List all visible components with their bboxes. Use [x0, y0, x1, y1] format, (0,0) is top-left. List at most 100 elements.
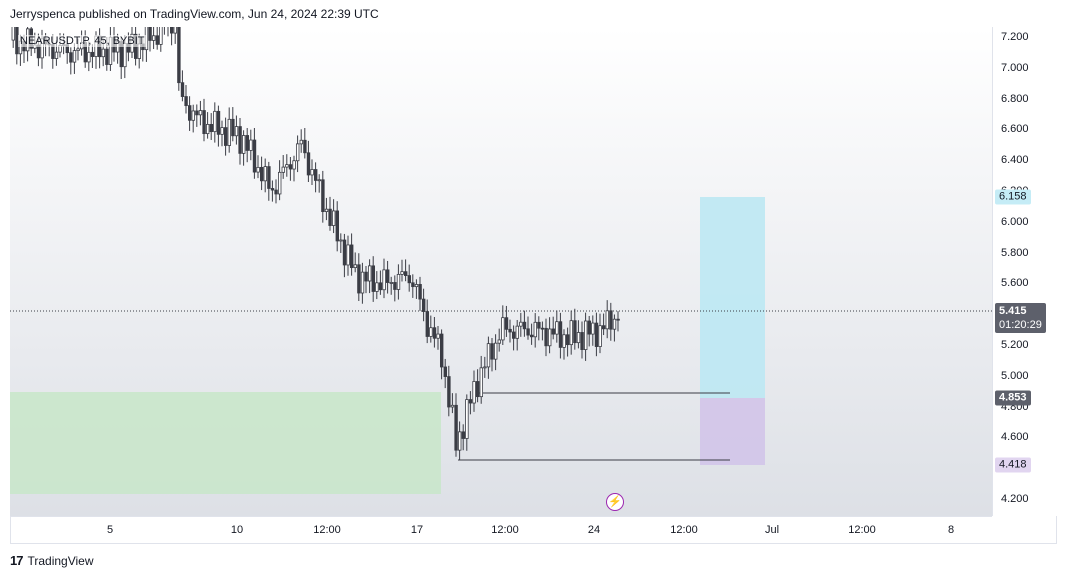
candle-body: [443, 366, 447, 377]
candle-body: [231, 118, 235, 137]
candle-body: [486, 343, 491, 368]
candle-body: [573, 320, 577, 344]
tradingview-logo-icon: 17: [10, 553, 24, 568]
candle-body: [331, 210, 336, 226]
candle-body: [569, 320, 573, 346]
price-tick: 5.800: [1001, 246, 1029, 259]
stop-zone[interactable]: [700, 398, 765, 465]
candle-body: [191, 110, 195, 121]
candle-body: [245, 135, 249, 151]
candle-body: [339, 239, 343, 242]
candle-body: [544, 327, 548, 347]
candle-body: [475, 381, 480, 398]
badge-stop: 4.418: [995, 457, 1031, 473]
candle-body: [501, 317, 505, 341]
time-tick: 12:00: [313, 524, 341, 536]
time-tick: 17: [410, 524, 424, 536]
candle-body: [548, 328, 552, 347]
candle-body: [252, 139, 257, 173]
candle-body: [335, 210, 339, 242]
candle-body: [72, 50, 77, 63]
candle-body: [213, 110, 217, 133]
footer[interactable]: 17 TradingView: [10, 553, 94, 568]
candle-body: [357, 264, 361, 294]
candle-body: [454, 404, 458, 451]
target-zone[interactable]: [700, 197, 765, 398]
flash-icon[interactable]: ⚡: [606, 493, 624, 511]
candle-body: [295, 143, 300, 162]
candle-body: [270, 188, 275, 191]
symbol-label[interactable]: NEARUSDT.P, 45, BYBIT: [18, 35, 147, 47]
candle-body: [468, 399, 473, 404]
time-tick: 5: [106, 524, 114, 536]
candle-body: [180, 82, 185, 97]
candle-body: [360, 271, 365, 294]
candlestick-chart[interactable]: [10, 27, 992, 516]
candle-body: [205, 123, 210, 135]
candle-body: [69, 52, 73, 63]
price-scale[interactable]: 7.2007.0006.8006.6006.4006.2006.0005.800…: [992, 27, 1058, 516]
candle-body: [393, 282, 397, 290]
candle-body: [306, 152, 311, 176]
current-price: 5.415: [999, 305, 1027, 317]
time-tick: 12:00: [848, 524, 876, 536]
candle-body: [490, 343, 494, 360]
price-tick: 5.000: [1001, 369, 1029, 382]
candle-body: [216, 110, 221, 135]
candle-body: [148, 27, 152, 41]
candle-body: [223, 127, 228, 146]
price-tick: 6.000: [1001, 215, 1029, 228]
candle-body: [346, 244, 350, 266]
candle-body: [396, 273, 401, 290]
candle-body: [202, 110, 206, 135]
time-tick: Jul: [764, 524, 780, 536]
candle-body: [591, 322, 595, 335]
chart-pane[interactable]: NEARUSDT.P, 45, BYBIT: [10, 27, 992, 516]
candle-body: [612, 318, 617, 330]
candle-body: [184, 96, 188, 107]
candle-body: [598, 325, 602, 347]
candle-body: [609, 310, 613, 330]
candle-body: [425, 311, 429, 337]
candle-body: [328, 208, 332, 226]
candle-body: [177, 27, 181, 84]
candle-body: [151, 35, 156, 41]
candle-body: [432, 327, 437, 339]
price-tick: 6.600: [1001, 123, 1029, 136]
price-tick: 4.600: [1001, 431, 1029, 444]
candle-body: [403, 271, 408, 276]
brand-name: TradingView: [27, 553, 94, 568]
candle-body: [566, 334, 570, 346]
candle-body: [551, 328, 555, 335]
candle-body: [533, 321, 537, 338]
candle-body: [421, 298, 426, 312]
price-tick: 6.400: [1001, 154, 1029, 167]
candle-body: [256, 166, 260, 173]
candle-body: [515, 325, 519, 339]
candle-body: [587, 320, 591, 335]
candle-body: [411, 282, 415, 288]
time-tick: 8: [947, 524, 955, 536]
candle-body: [594, 322, 599, 347]
candle-body: [407, 275, 411, 284]
candle-body: [277, 171, 282, 195]
candle-body: [349, 244, 354, 269]
candle-body: [389, 282, 393, 284]
badge-current: 5.415 01:20:29: [995, 303, 1046, 333]
candle-body: [87, 51, 91, 63]
candle-body: [274, 189, 278, 195]
candle-body: [519, 321, 523, 327]
candle-body: [414, 284, 419, 288]
demand-zone: [10, 392, 441, 494]
candle-body: [173, 27, 177, 34]
candle-body: [375, 282, 379, 292]
candle-body: [479, 367, 483, 398]
candle-body: [367, 265, 372, 282]
candle-body: [227, 118, 231, 146]
candle-body: [378, 282, 383, 291]
candle-body: [76, 48, 80, 51]
candle-body: [450, 404, 455, 408]
countdown-timer: 01:20:29: [999, 319, 1042, 331]
price-tick: 5.200: [1001, 339, 1029, 351]
time-scale[interactable]: 5 10 12:00 17 12:00 24 12:00 Jul 12:00 8: [10, 516, 992, 545]
